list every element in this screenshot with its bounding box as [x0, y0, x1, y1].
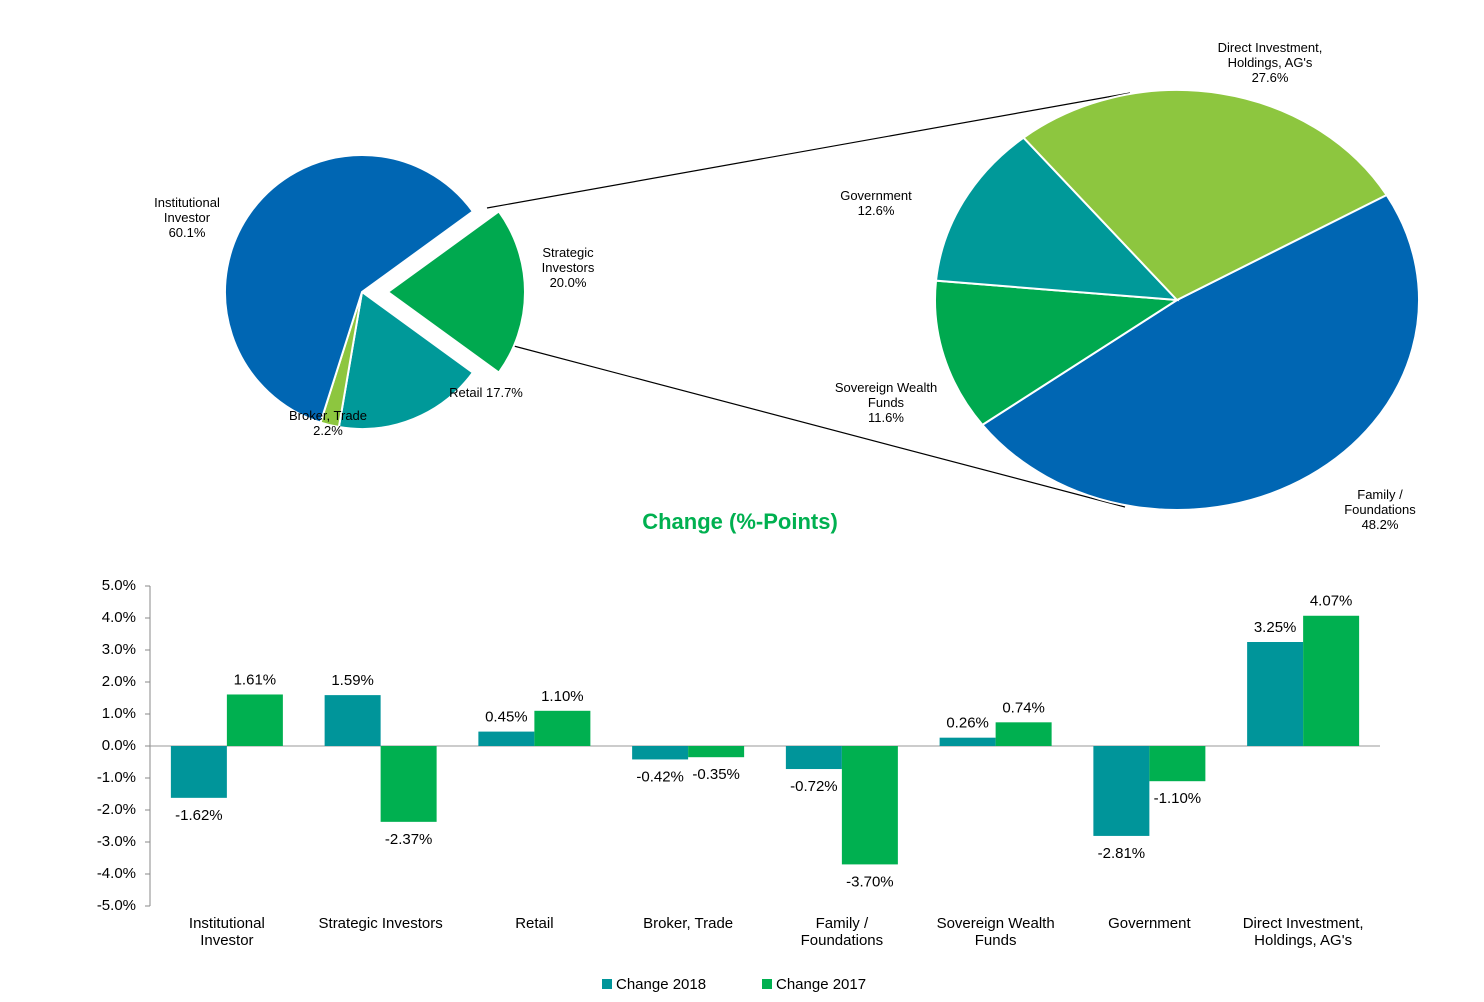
bar: [632, 746, 689, 760]
data-label: 1.59%: [331, 672, 374, 689]
bar: [226, 694, 283, 746]
pie-label: Broker, Trade 2.2%: [263, 408, 393, 439]
bar: [939, 737, 996, 746]
x-tick-label: Family / Foundations: [800, 915, 884, 950]
connector-line: [509, 344, 1126, 508]
slice-name: Sovereign Wealth Funds: [834, 380, 938, 410]
bar: [534, 710, 591, 746]
pie-slice: [934, 279, 1181, 427]
bar: [170, 746, 227, 798]
data-label: -0.35%: [692, 766, 740, 783]
data-label: 0.45%: [485, 709, 528, 726]
pie-slice: [980, 193, 1421, 511]
slice-name: Broker, Trade: [288, 408, 368, 423]
data-label: 1.61%: [234, 671, 277, 688]
data-label: -2.81%: [1098, 845, 1146, 862]
connector-line: [486, 92, 1131, 209]
pie-label: Institutional Investor 60.1%: [142, 195, 232, 241]
pie-slice: [386, 210, 526, 374]
y-tick-label: 1.0%: [102, 705, 136, 722]
slice-name: Direct Investment, Holdings, AG's: [1217, 40, 1323, 70]
slice-name: Retail: [449, 385, 483, 400]
bar: [995, 722, 1052, 746]
pie-label: Sovereign Wealth Funds 11.6%: [816, 380, 956, 426]
data-label: 3.25%: [1254, 619, 1297, 636]
slice-value: 12.6%: [857, 202, 895, 218]
slice-value: 17.7%: [486, 385, 523, 400]
y-tick-label: -3.0%: [97, 833, 136, 850]
x-tick-label: Government: [1108, 915, 1191, 932]
bar: [478, 731, 535, 746]
y-tick-label: -5.0%: [97, 897, 136, 914]
slice-name: Family / Foundations: [1344, 487, 1416, 517]
legend-label: Change 2018: [616, 976, 706, 993]
slice-value: 48.2%: [1361, 516, 1399, 532]
bar: [324, 695, 381, 746]
data-label: -1.62%: [175, 807, 223, 824]
pie-slice: [224, 154, 475, 424]
slice-name: Strategic Investors: [541, 245, 595, 275]
bar: [688, 746, 745, 758]
bar: [1093, 746, 1150, 836]
x-tick-label: Broker, Trade: [643, 915, 734, 932]
pie-label: Family / Foundations 48.2%: [1335, 487, 1425, 533]
x-tick-label: Retail: [515, 915, 554, 932]
pie-slice: [1022, 89, 1389, 302]
pie-label: Government 12.6%: [821, 188, 931, 219]
data-label: -1.10%: [1154, 790, 1202, 807]
x-tick-label: Strategic Investors: [318, 915, 443, 932]
slice-name: Institutional Investor: [154, 195, 220, 225]
pie-label: Direct Investment, Holdings, AG's 27.6%: [1190, 40, 1350, 86]
y-tick-label: -1.0%: [97, 769, 136, 786]
slice-value: 27.6%: [1251, 69, 1289, 85]
y-tick-label: 0.0%: [102, 737, 136, 754]
data-label: 0.74%: [1002, 699, 1045, 716]
pie-slice: [337, 290, 475, 430]
chart-title: Change (%-Points): [642, 509, 838, 534]
slice-value: 2.2%: [313, 422, 343, 438]
bar: [1149, 746, 1206, 782]
data-label: 0.26%: [946, 715, 989, 732]
x-tick-label: Direct Investment, Holdings, AG's: [1242, 915, 1364, 950]
bar: [380, 746, 437, 822]
legend-label: Change 2017: [776, 976, 866, 993]
y-tick-label: 2.0%: [102, 673, 136, 690]
data-label: -0.42%: [636, 768, 684, 785]
bar: [1247, 642, 1304, 746]
data-label: -3.70%: [846, 873, 894, 890]
slice-name: Government: [840, 188, 912, 203]
bar: [1303, 615, 1360, 746]
pie-label: Retail 17.7%: [426, 385, 546, 401]
pie-slice: [934, 136, 1180, 302]
slice-value: 60.1%: [168, 224, 206, 240]
data-label: 1.10%: [541, 688, 584, 705]
y-tick-label: 4.0%: [102, 609, 136, 626]
x-tick-label: Institutional Investor: [188, 915, 265, 950]
pie-label: Strategic Investors 20.0%: [523, 245, 613, 291]
bar: [785, 746, 842, 770]
y-tick-label: 3.0%: [102, 641, 136, 658]
slice-value: 20.0%: [549, 274, 587, 290]
y-tick-label: 5.0%: [102, 577, 136, 594]
y-tick-label: -2.0%: [97, 801, 136, 818]
data-label: 4.07%: [1310, 593, 1353, 610]
legend-swatch: [602, 979, 612, 989]
bar: [841, 746, 898, 865]
x-tick-label: Sovereign Wealth Funds: [936, 915, 1055, 950]
legend-swatch: [762, 979, 772, 989]
slice-value: 11.6%: [868, 409, 904, 425]
data-label: -2.37%: [385, 831, 433, 848]
y-tick-label: -4.0%: [97, 865, 136, 882]
data-label: -0.72%: [790, 778, 838, 795]
